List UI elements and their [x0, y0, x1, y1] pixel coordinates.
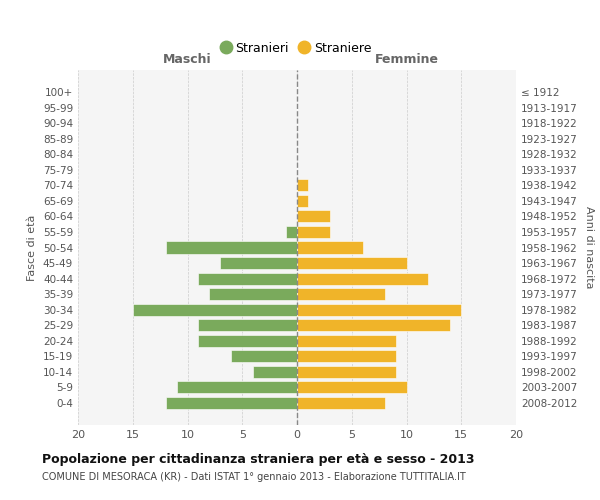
Bar — [297, 226, 330, 238]
Bar — [297, 319, 450, 331]
Bar — [232, 350, 297, 362]
Bar — [199, 272, 297, 284]
Bar — [297, 396, 385, 409]
Y-axis label: Anni di nascita: Anni di nascita — [584, 206, 594, 289]
Bar — [297, 257, 407, 269]
Bar — [297, 272, 428, 284]
Bar — [220, 257, 297, 269]
Bar — [297, 288, 385, 300]
Bar — [297, 350, 395, 362]
Text: Popolazione per cittadinanza straniera per età e sesso - 2013: Popolazione per cittadinanza straniera p… — [42, 452, 475, 466]
Bar — [297, 381, 407, 394]
Bar — [166, 242, 297, 254]
Bar — [297, 366, 395, 378]
Bar — [199, 319, 297, 331]
Text: COMUNE DI MESORACA (KR) - Dati ISTAT 1° gennaio 2013 - Elaborazione TUTTITALIA.I: COMUNE DI MESORACA (KR) - Dati ISTAT 1° … — [42, 472, 466, 482]
Y-axis label: Fasce di età: Fasce di età — [28, 214, 37, 280]
Text: Maschi: Maschi — [163, 54, 212, 66]
Bar — [297, 304, 461, 316]
Text: Femmine: Femmine — [374, 54, 439, 66]
Bar — [297, 180, 308, 192]
Bar — [297, 242, 362, 254]
Bar — [297, 334, 395, 346]
Bar — [133, 304, 297, 316]
Bar — [297, 195, 308, 207]
Bar — [253, 366, 297, 378]
Bar — [209, 288, 297, 300]
Bar — [176, 381, 297, 394]
Bar — [199, 334, 297, 346]
Bar — [286, 226, 297, 238]
Bar — [297, 210, 330, 222]
Bar — [166, 396, 297, 409]
Legend: Stranieri, Straniere: Stranieri, Straniere — [218, 37, 376, 60]
